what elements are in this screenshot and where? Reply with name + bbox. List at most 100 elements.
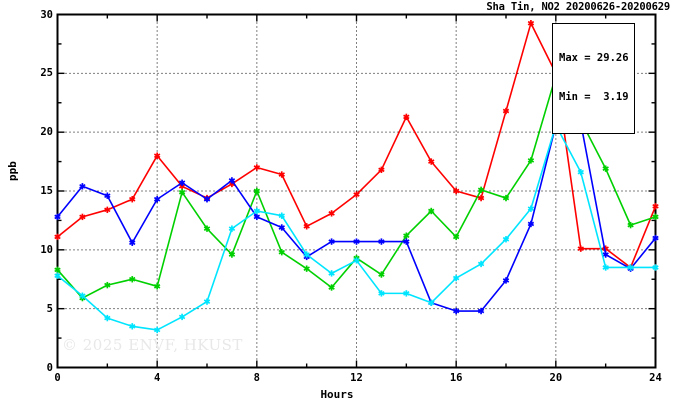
data-point-marker [328, 270, 335, 277]
data-point-marker [378, 166, 385, 174]
y-tick-label: 10 [40, 243, 53, 256]
data-point-marker [428, 207, 435, 215]
data-point-marker [129, 276, 136, 283]
y-axis-ticks: 0 5 10 15 20 25 30 [0, 0, 53, 409]
data-point-marker [178, 313, 186, 321]
data-point-marker [203, 298, 211, 305]
data-point-marker [452, 307, 460, 315]
data-point-marker [228, 177, 236, 184]
data-point-marker [428, 158, 435, 165]
data-point-marker [602, 264, 609, 271]
data-point-marker [652, 203, 659, 210]
data-point-marker [477, 186, 485, 194]
data-point-marker [303, 265, 310, 272]
data-point-marker [378, 290, 385, 297]
data-point-marker [278, 171, 285, 178]
data-point-marker [153, 283, 161, 290]
data-point-marker [203, 196, 211, 203]
data-point-marker [129, 196, 136, 203]
data-point-marker [228, 225, 236, 232]
data-point-marker [129, 239, 136, 246]
data-point-marker [54, 272, 61, 279]
data-point-marker [652, 264, 659, 271]
data-point-marker [278, 212, 285, 219]
chart-title: Sha Tin, NO2 20200626-20200629 [486, 1, 670, 13]
y-tick-label: 20 [40, 126, 53, 139]
data-point-marker [153, 152, 161, 159]
data-point-marker [253, 187, 261, 195]
data-point-marker [253, 164, 261, 171]
data-point-marker [502, 236, 510, 243]
data-point-marker [203, 225, 211, 232]
data-point-marker [353, 238, 360, 245]
data-point-marker [129, 323, 136, 330]
data-point-marker [477, 194, 485, 202]
data-point-marker [378, 238, 385, 245]
data-point-marker [502, 194, 510, 202]
max-value-text: Max = 29.26 [559, 52, 629, 64]
data-point-marker [477, 260, 485, 268]
x-tick-label: 0 [54, 372, 61, 384]
data-point-marker [452, 233, 460, 241]
data-point-marker [253, 207, 261, 215]
data-point-marker [104, 192, 111, 199]
y-tick-label: 0 [46, 361, 53, 374]
data-point-marker [104, 314, 111, 322]
data-point-marker [403, 290, 410, 297]
watermark: © 2025 ENVF, HKUST [62, 336, 243, 354]
data-point-marker [79, 213, 86, 221]
data-point-marker [502, 107, 510, 115]
data-point-marker [303, 223, 310, 230]
data-point-marker [253, 213, 261, 221]
data-point-marker [403, 232, 410, 239]
data-point-marker [652, 234, 659, 242]
data-point-marker [104, 206, 111, 214]
data-point-marker [79, 292, 86, 299]
data-point-marker [452, 187, 460, 195]
data-point-marker [153, 196, 161, 203]
data-point-marker [527, 20, 535, 27]
x-tick-label: 4 [153, 372, 161, 384]
x-tick-label: 12 [350, 372, 363, 384]
data-point-marker [303, 251, 310, 258]
data-point-marker [328, 284, 335, 291]
y-tick-label: 30 [40, 8, 53, 21]
x-axis-label: Hours [320, 388, 354, 401]
data-point-marker [577, 245, 584, 252]
x-tick-label: 8 [253, 372, 260, 384]
data-point-marker [403, 113, 410, 121]
data-point-marker [602, 165, 609, 172]
data-point-marker [602, 251, 609, 258]
min-value-text: Min = 3.19 [559, 91, 629, 103]
data-point-marker [527, 157, 535, 164]
data-point-marker [577, 168, 584, 176]
data-point-marker [228, 251, 236, 258]
data-point-marker [652, 213, 659, 221]
x-tick-label: 20 [549, 372, 563, 384]
data-point-marker [527, 220, 535, 228]
x-tick-label: 24 [649, 372, 662, 384]
data-point-marker [477, 307, 485, 315]
data-point-marker [627, 221, 634, 229]
data-point-marker [104, 281, 111, 289]
data-point-marker [627, 264, 634, 271]
y-tick-label: 25 [40, 67, 53, 80]
data-point-marker [178, 188, 186, 196]
data-point-marker [328, 210, 335, 217]
x-tick-label: 16 [449, 372, 463, 384]
data-point-marker [403, 238, 410, 245]
y-tick-label: 5 [46, 302, 53, 315]
data-point-marker [54, 266, 61, 274]
data-point-marker [54, 233, 61, 241]
data-point-marker [54, 213, 61, 221]
data-point-marker [278, 248, 285, 256]
data-point-marker [502, 277, 510, 284]
data-point-marker [452, 274, 460, 282]
data-point-marker [378, 271, 385, 278]
stats-legend-box: Max = 29.26 Min = 3.19 [552, 23, 635, 134]
y-tick-label: 15 [40, 185, 53, 197]
data-point-marker [428, 299, 435, 306]
data-point-marker [353, 257, 360, 264]
data-point-marker [178, 179, 186, 186]
